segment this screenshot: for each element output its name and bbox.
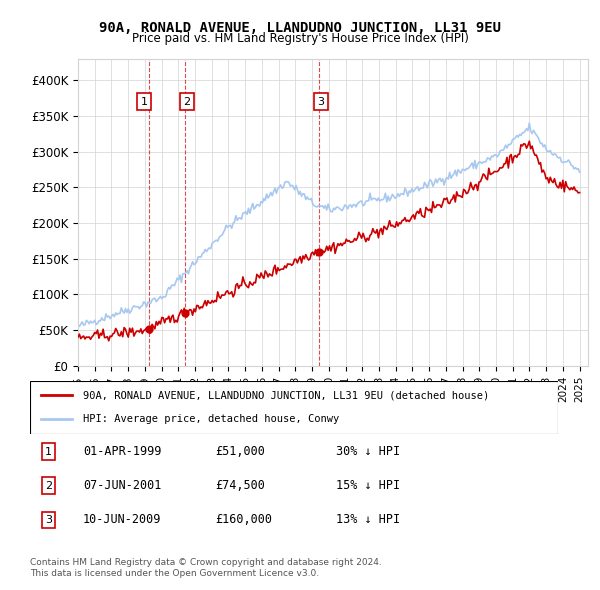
- Text: 2: 2: [45, 481, 52, 491]
- Text: 07-JUN-2001: 07-JUN-2001: [83, 479, 161, 492]
- Text: 1: 1: [45, 447, 52, 457]
- Text: 10-JUN-2009: 10-JUN-2009: [83, 513, 161, 526]
- Text: £51,000: £51,000: [215, 445, 265, 458]
- Text: 3: 3: [317, 97, 324, 107]
- Text: 1: 1: [140, 97, 148, 107]
- Text: £160,000: £160,000: [215, 513, 272, 526]
- Text: Price paid vs. HM Land Registry's House Price Index (HPI): Price paid vs. HM Land Registry's House …: [131, 32, 469, 45]
- Text: 90A, RONALD AVENUE, LLANDUDNO JUNCTION, LL31 9EU (detached house): 90A, RONALD AVENUE, LLANDUDNO JUNCTION, …: [83, 391, 489, 401]
- Text: Contains HM Land Registry data © Crown copyright and database right 2024.: Contains HM Land Registry data © Crown c…: [30, 558, 382, 566]
- Text: 01-APR-1999: 01-APR-1999: [83, 445, 161, 458]
- Text: 15% ↓ HPI: 15% ↓ HPI: [336, 479, 400, 492]
- Text: 3: 3: [45, 515, 52, 525]
- FancyBboxPatch shape: [30, 381, 558, 434]
- Text: 2: 2: [184, 97, 191, 107]
- Text: 13% ↓ HPI: 13% ↓ HPI: [336, 513, 400, 526]
- Text: £74,500: £74,500: [215, 479, 265, 492]
- Text: This data is licensed under the Open Government Licence v3.0.: This data is licensed under the Open Gov…: [30, 569, 319, 578]
- Text: 30% ↓ HPI: 30% ↓ HPI: [336, 445, 400, 458]
- Text: 90A, RONALD AVENUE, LLANDUDNO JUNCTION, LL31 9EU: 90A, RONALD AVENUE, LLANDUDNO JUNCTION, …: [99, 21, 501, 35]
- Text: HPI: Average price, detached house, Conwy: HPI: Average price, detached house, Conw…: [83, 414, 339, 424]
